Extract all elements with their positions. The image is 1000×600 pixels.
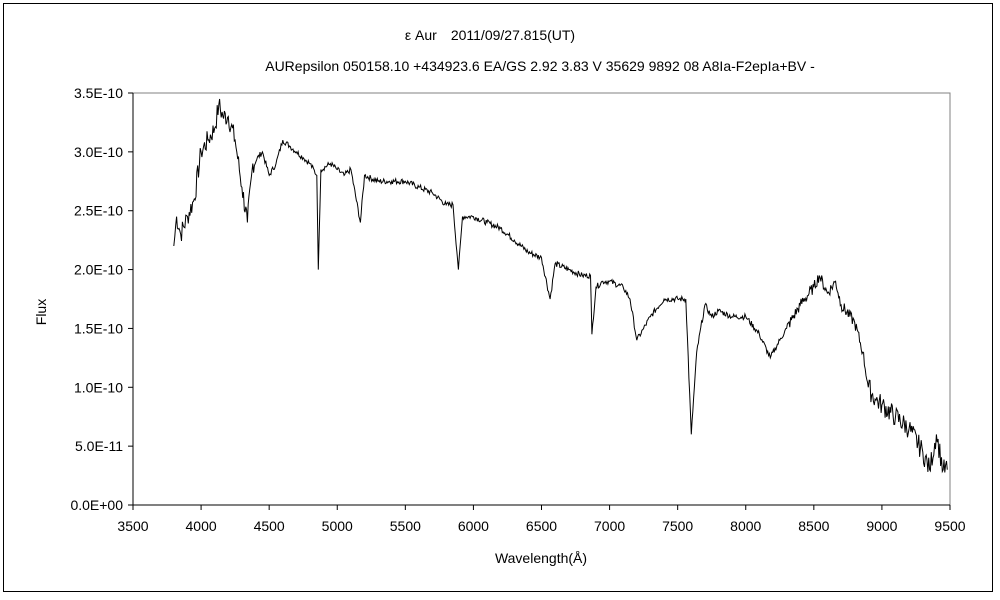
y-tick-label: 2.5E-10 (74, 203, 123, 219)
y-tick-label: 3.0E-10 (74, 144, 123, 160)
y-tick-label: 5.0E-11 (75, 438, 123, 454)
x-tick-label: 6500 (526, 518, 557, 534)
series-group (173, 98, 948, 474)
x-tick-label: 6000 (458, 518, 489, 534)
x-tick-label: 8000 (730, 518, 761, 534)
x-tick-label: 7500 (662, 518, 693, 534)
x-tick-label: 9000 (866, 518, 897, 534)
chart-title: ε Aur 2011/09/27.815(UT) (405, 27, 575, 43)
x-tick-label: 9500 (934, 518, 965, 534)
x-axis: 3500 4000 4500 5000 5500 6000 6500 7000 7500 8000… (117, 505, 966, 534)
y-tick-label: 0.0E+00 (70, 497, 123, 513)
chart-frame (3, 3, 993, 592)
x-axis-label: Wavelength(Å) (495, 550, 587, 566)
y-tick-label: 1.5E-10 (74, 320, 123, 336)
x-tick-label: 8500 (798, 518, 829, 534)
y-tick-label: 2.0E-10 (74, 262, 123, 278)
plot-area (132, 92, 951, 506)
chart-subtitle: AURepsilon 050158.10 +434923.6 EA/GS 2.9… (265, 58, 815, 74)
x-tick-label: 4500 (254, 518, 285, 534)
x-tick-label: 4000 (186, 518, 217, 534)
y-axis-label: Flux (33, 299, 49, 325)
x-tick-label: 3500 (117, 518, 148, 534)
x-tick-label: 7000 (594, 518, 625, 534)
x-tick-label: 5500 (390, 518, 421, 534)
y-axis: 0.0E+00 5.0E-11 1.0E-10 1.5E-10 2.0E-10 2.5E-… (70, 85, 133, 513)
x-tick-label: 5000 (322, 518, 353, 534)
series-line-flux (173, 98, 948, 474)
y-tick-label: 3.5E-10 (74, 85, 123, 101)
y-tick-label: 1.0E-10 (74, 379, 123, 395)
